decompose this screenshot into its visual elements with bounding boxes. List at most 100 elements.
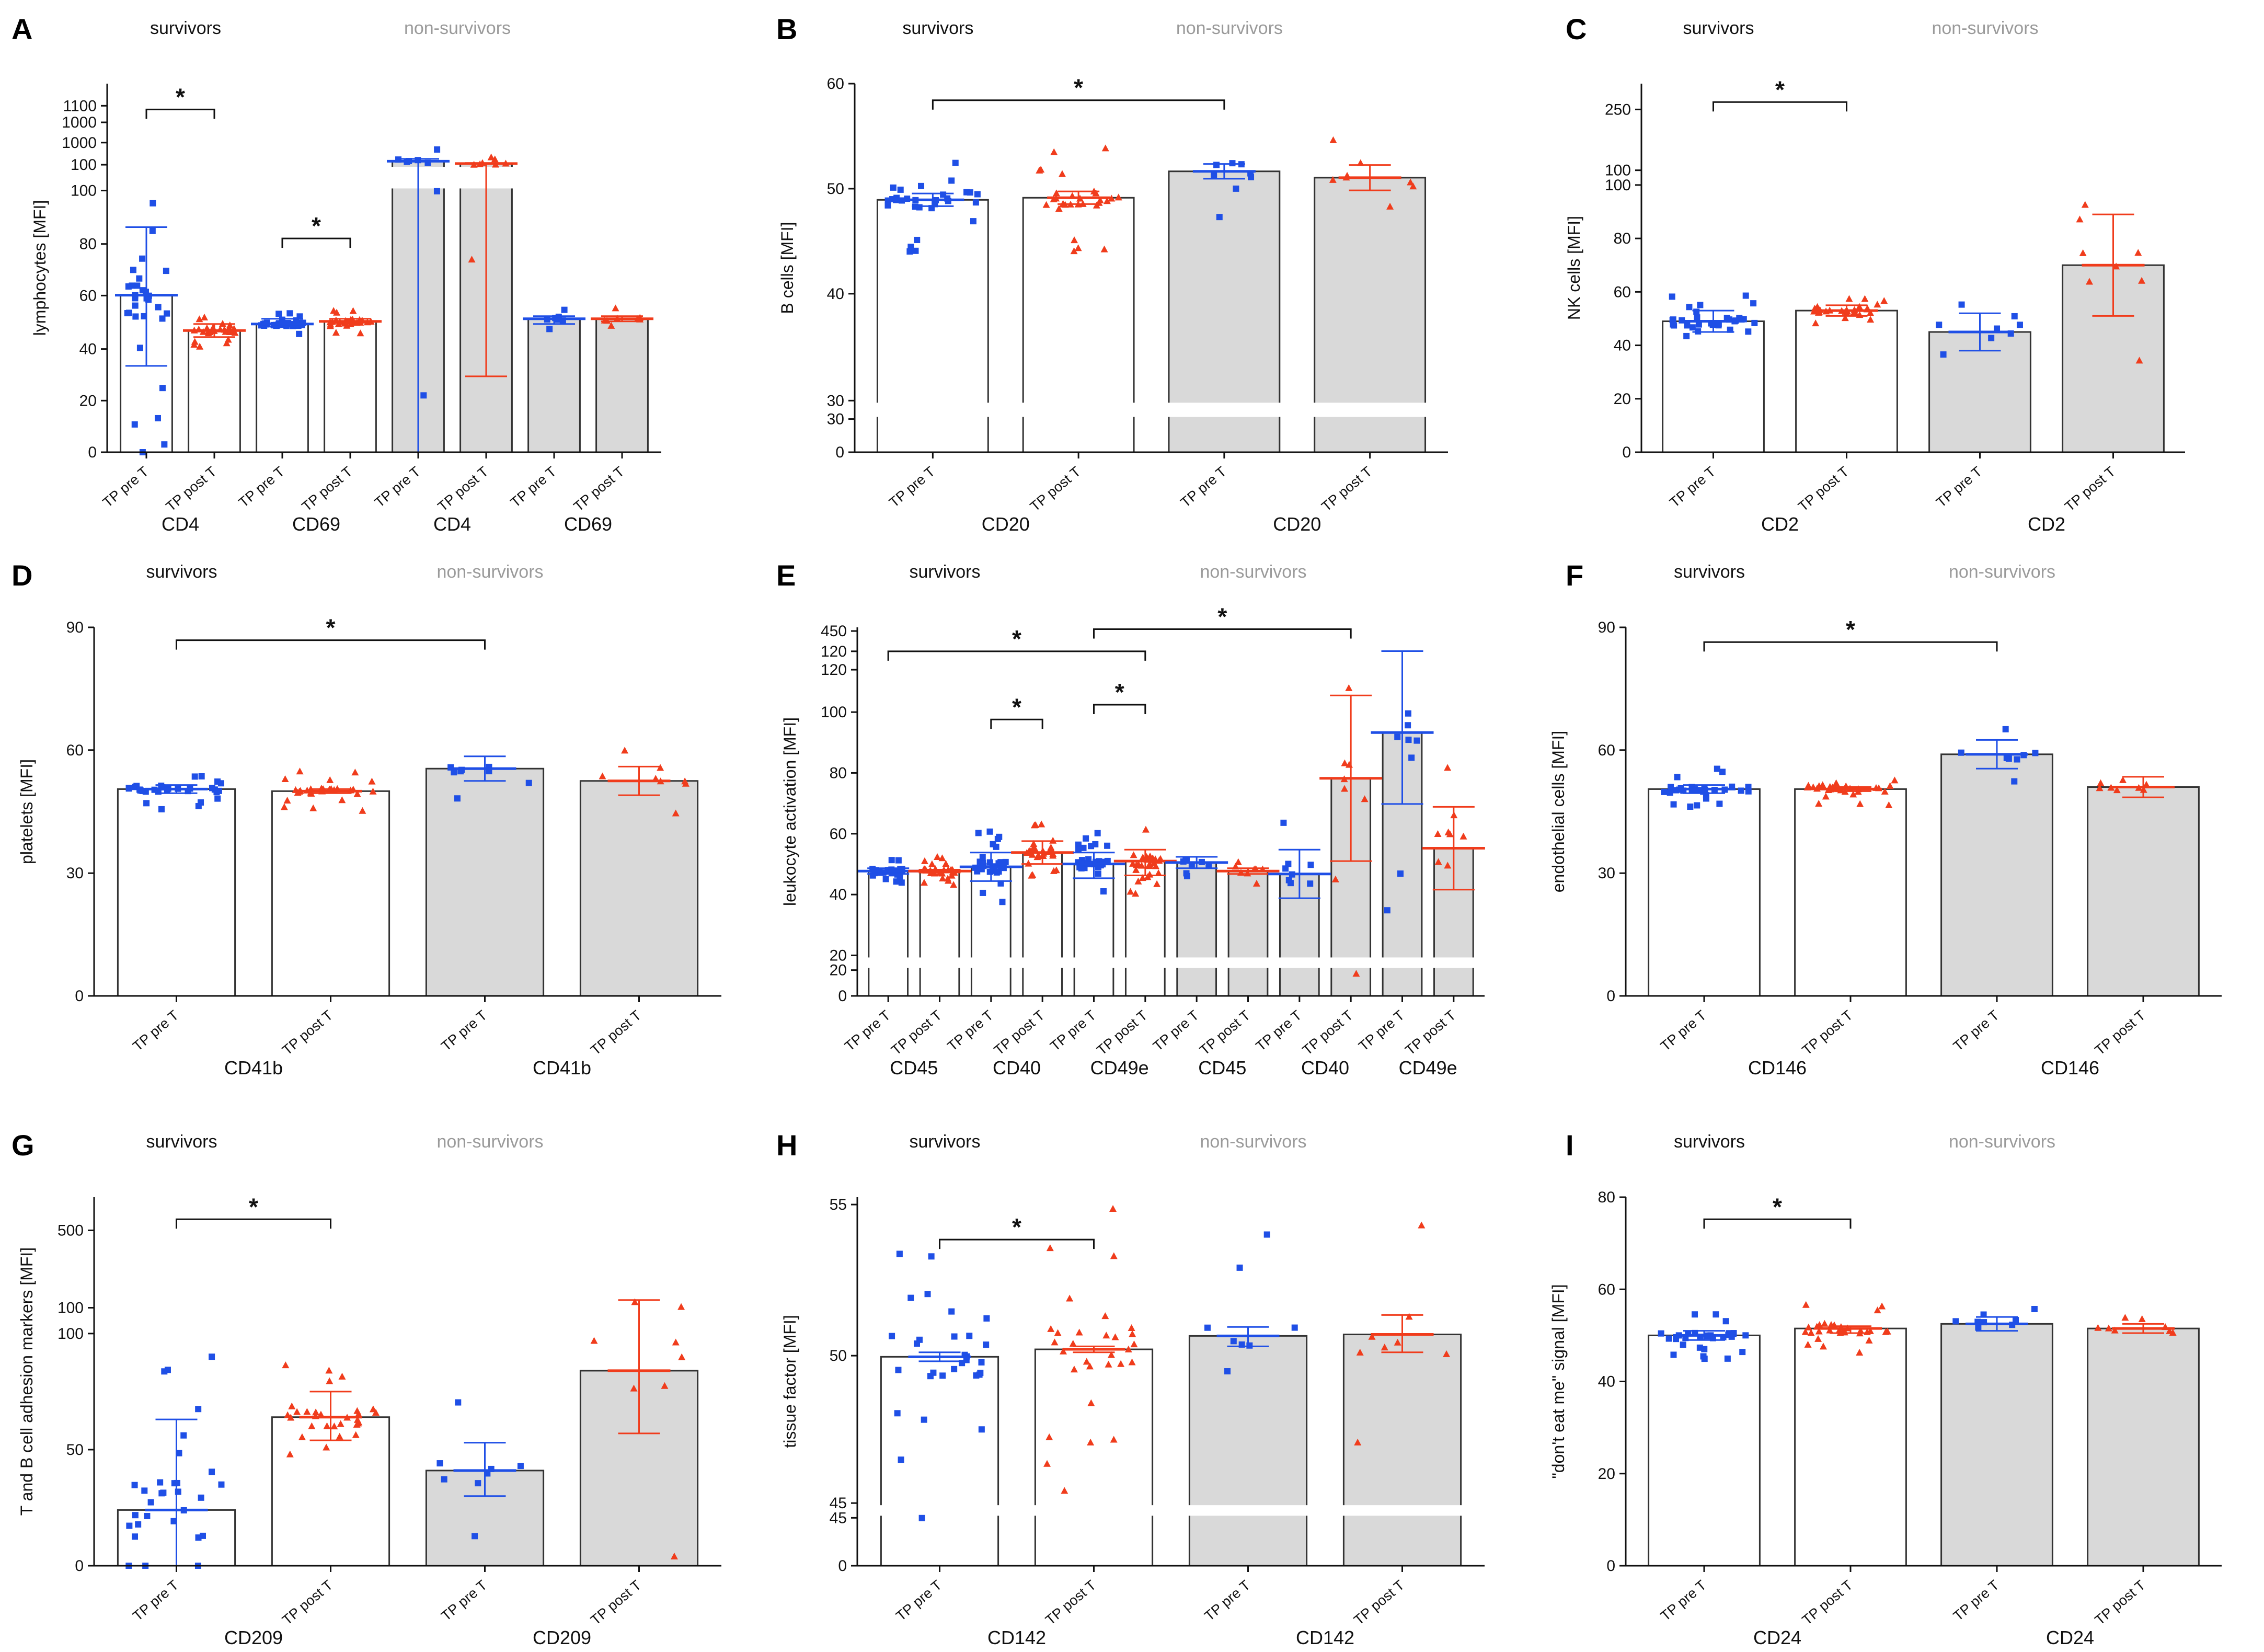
group-label: CD4 (162, 513, 199, 535)
data-point (1674, 774, 1681, 781)
y-axis-label: endothelial cells [MFI] (1549, 731, 1568, 892)
data-point (1109, 1205, 1117, 1212)
significance-bracket (145, 108, 215, 119)
bar (1176, 862, 1217, 997)
y-tick-label: 50 (827, 180, 844, 198)
x-category-label: TP post T (279, 1577, 336, 1628)
data-point (2094, 1324, 2102, 1331)
data-point (983, 1341, 990, 1348)
x-category-label: TP pre T (1950, 1577, 2002, 1624)
data-point (330, 307, 338, 314)
data-point (1042, 201, 1050, 208)
data-point (1052, 866, 1060, 874)
error-bar (453, 1442, 516, 1497)
data-point (1051, 1338, 1059, 1346)
data-point (420, 392, 427, 399)
data-point (1110, 1252, 1118, 1259)
data-point (1418, 1221, 1426, 1229)
data-point (1738, 787, 1744, 794)
data-point (897, 875, 903, 881)
data-point (1958, 301, 1965, 308)
bar (256, 323, 309, 453)
significance-bracket (1093, 628, 1352, 639)
data-point (1054, 1329, 1062, 1336)
data-point (159, 385, 166, 392)
data-point (369, 1405, 377, 1413)
data-point (1101, 1312, 1109, 1320)
data-point (286, 310, 293, 317)
y-tick-label: 80 (79, 236, 97, 253)
x-category-label: TP post T (1300, 1007, 1356, 1059)
group-label: CD40 (1301, 1057, 1349, 1079)
data-point (1891, 776, 1899, 784)
y-tick-label: 20 (1598, 1465, 1615, 1483)
data-point (487, 153, 495, 160)
y-tick-label: 40 (79, 341, 97, 358)
data-point (1211, 171, 1217, 178)
data-point (195, 1406, 202, 1413)
data-point (928, 860, 936, 867)
data-point (196, 315, 203, 323)
data-point (1100, 245, 1108, 253)
data-point (621, 747, 629, 754)
data-point (357, 329, 364, 337)
data-point (1111, 1333, 1119, 1340)
error-bar (901, 192, 964, 207)
data-point (125, 309, 132, 316)
data-point (1117, 1360, 1125, 1367)
data-point (1030, 821, 1038, 829)
x-category-label: TP pre T (893, 1577, 945, 1624)
data-point (2169, 1329, 2177, 1336)
data-point (1670, 316, 1676, 323)
data-point (224, 336, 232, 343)
data-point (468, 256, 476, 263)
error-bar (607, 765, 671, 796)
data-point (126, 1522, 133, 1529)
data-point (661, 1382, 669, 1389)
data-point (924, 1291, 931, 1298)
data-point (1719, 768, 1726, 775)
x-category-label: TP post T (163, 464, 220, 515)
data-point (1331, 875, 1339, 882)
data-point (994, 835, 1001, 842)
y-tick-label: 100 (1605, 162, 1631, 179)
data-point (1694, 314, 1700, 321)
data-point (561, 306, 568, 313)
bar (1940, 753, 2053, 997)
y-tick-label: 0 (75, 988, 84, 1005)
y-axis-label: leukocyte activation [MFI] (780, 717, 799, 906)
error-bar (1422, 806, 1485, 891)
error-bar (591, 315, 653, 323)
data-point (2138, 1315, 2146, 1322)
data-point (159, 315, 166, 322)
y-axis-label: platelets [MFI] (17, 759, 36, 864)
data-point (1814, 1335, 1822, 1342)
group-label: CD2 (1761, 513, 1799, 535)
x-category-label: TP pre T (1047, 1007, 1099, 1054)
data-point (913, 1340, 920, 1347)
data-point (161, 441, 168, 448)
data-point (1665, 1335, 1672, 1342)
data-point (157, 1479, 164, 1486)
data-point (131, 1482, 138, 1488)
y-tick-label: 0 (838, 988, 847, 1005)
error-bar (455, 162, 518, 377)
data-point (1045, 1433, 1053, 1440)
data-point (1724, 1355, 1731, 1362)
data-point (214, 795, 221, 802)
data-point (1856, 1348, 1864, 1356)
data-point (1413, 737, 1420, 744)
data-point (198, 799, 204, 806)
x-category-label: TP post T (279, 1007, 336, 1059)
data-point (1952, 1318, 1959, 1325)
group-label: CD69 (564, 513, 612, 535)
data-point (1129, 859, 1137, 867)
data-point (607, 322, 615, 329)
data-point (1405, 710, 1411, 717)
data-point (326, 1377, 334, 1384)
data-point (1101, 144, 1109, 152)
data-point (993, 843, 999, 850)
axis-break (109, 167, 653, 189)
